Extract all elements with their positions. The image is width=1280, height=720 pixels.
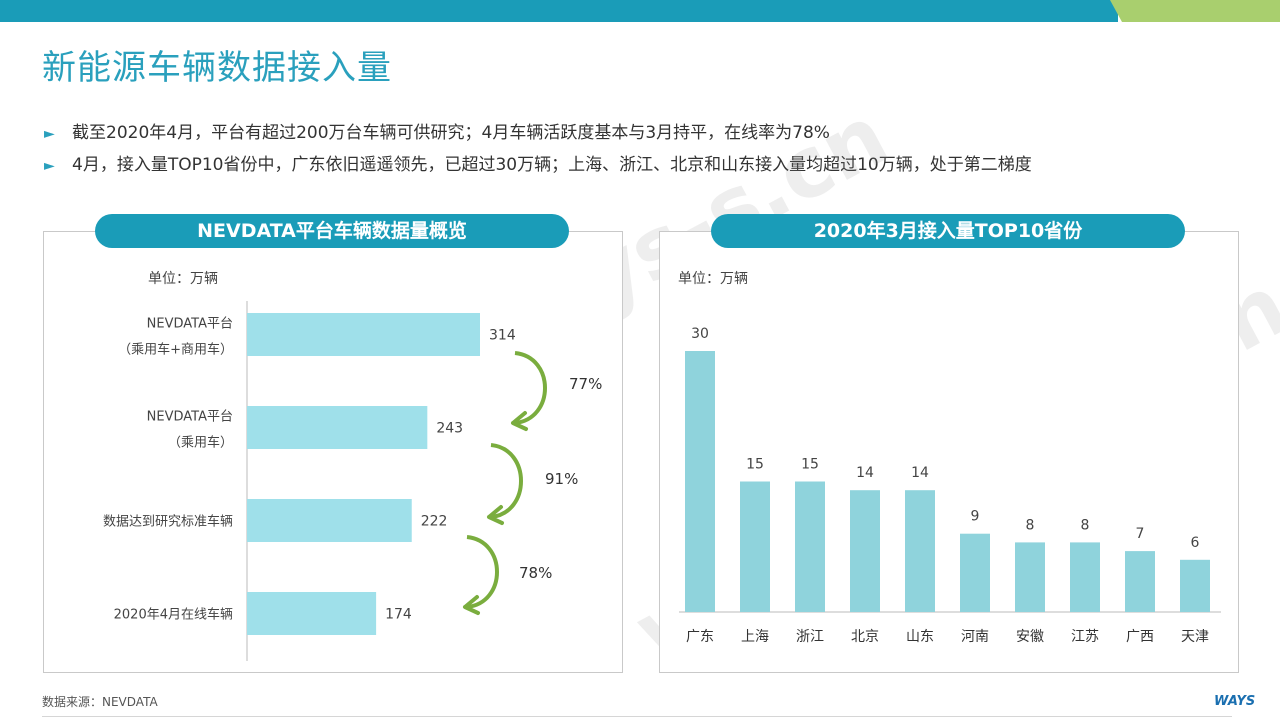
category-label-2: 浙江 (796, 629, 824, 645)
bar-value-label-5: 9 (971, 509, 980, 525)
category-label-4: 山东 (906, 629, 934, 645)
bar-3 (850, 490, 880, 612)
bar-9 (1180, 559, 1210, 612)
category-label-1-1: （乘用车） (168, 435, 233, 451)
category-label-5: 河南 (961, 629, 989, 645)
bar-0 (685, 351, 715, 612)
bar-1 (740, 481, 770, 612)
category-label-9: 天津 (1181, 629, 1209, 645)
ratio-label-2: 78% (519, 564, 552, 582)
ratio-arrow-1 (490, 443, 523, 519)
category-label-3-0: 2020年4月在线车辆 (114, 607, 233, 623)
category-label-1: 上海 (741, 629, 769, 645)
bar-0 (247, 313, 480, 356)
left-chart-title: NEVDATA平台车辆数据量概览 (95, 214, 569, 248)
bar-value-label-1: 15 (746, 457, 764, 473)
right-unit-label: 单位：万辆 (678, 271, 748, 287)
ratio-arrowhead-icon-1 (487, 505, 504, 525)
bar-value-label-3: 174 (385, 607, 412, 623)
bar-2 (247, 499, 412, 542)
bullet-1: ► 截至2020年4月，平台有超过200万台车辆可供研究；4月车辆活跃度基本与3月… (44, 118, 830, 143)
bar-value-label-7: 8 (1081, 517, 1090, 533)
category-label-3: 北京 (851, 629, 879, 645)
ratio-arrow-2 (466, 535, 499, 609)
bar-value-label-2: 15 (801, 457, 819, 473)
category-label-6: 安徽 (1016, 629, 1044, 645)
bar-value-label-9: 6 (1191, 535, 1200, 551)
bar-value-label-8: 7 (1136, 526, 1145, 542)
bullet-2-text: 4月，接入量TOP10省份中，广东依旧遥遥领先，已超过30万辆；上海、浙江、北京… (72, 155, 1032, 175)
ratio-label-0: 77% (569, 375, 602, 393)
ratio-arrowhead-icon-2 (463, 595, 480, 615)
bullet-arrow-icon: ► (44, 158, 55, 174)
bar-value-label-3: 14 (856, 465, 874, 481)
top-banner (0, 0, 1280, 22)
bullet-1-text: 截至2020年4月，平台有超过200万台车辆可供研究；4月车辆活跃度基本与3月持… (72, 123, 830, 143)
bar-8 (1125, 551, 1155, 612)
bar-value-label-0: 314 (489, 328, 516, 344)
bar-3 (247, 592, 377, 635)
category-label-0-0: NEVDATA平台 (147, 317, 233, 332)
data-source: 数据来源：NEVDATA (42, 695, 158, 709)
bar-7 (1070, 542, 1100, 612)
right-chart-title: 2020年3月接入量TOP10省份 (711, 214, 1185, 248)
bullet-arrow-icon: ► (44, 126, 55, 142)
category-label-1-0: NEVDATA平台 (147, 410, 233, 425)
category-label-0-1: （乘用车+商用车） (118, 342, 233, 358)
left-unit-label: 单位：万辆 (148, 271, 218, 287)
category-label-8: 广西 (1126, 629, 1154, 645)
bar-4 (905, 490, 935, 612)
ways-logo: WAYS (1214, 694, 1256, 709)
bar-value-label-2: 222 (421, 514, 448, 530)
category-label-2-0: 数据达到研究标准车辆 (103, 514, 233, 530)
ratio-arrow-0 (514, 351, 547, 425)
ratio-arrowhead-icon-0 (511, 411, 528, 431)
left-bar-chart: 314 NEVDATA平台 （乘用车+商用车） 243 NEVDATA平台 （乘用车） 22… (103, 301, 602, 661)
bar-1 (247, 406, 428, 449)
bar-2 (795, 481, 825, 612)
bar-value-label-1: 243 (436, 421, 463, 437)
bar-value-label-6: 8 (1026, 517, 1035, 533)
category-label-7: 江苏 (1071, 629, 1099, 645)
bar-5 (960, 533, 990, 612)
bullet-2: ► 4月，接入量TOP10省份中，广东依旧遥遥领先，已超过30万辆；上海、浙江、北… (44, 150, 1032, 175)
page-title: 新能源车辆数据接入量 (42, 48, 392, 88)
category-label-0: 广东 (686, 629, 714, 645)
bar-value-label-4: 14 (911, 465, 929, 481)
ratio-label-1: 91% (545, 470, 578, 488)
right-bar-chart: 30 广东 15 上海 15 浙江 14 北京 14 山东 9 河南 8 安徽 8 江苏 7 广西 6 天津 (679, 326, 1221, 645)
footer-divider (42, 716, 1232, 717)
bar-6 (1015, 542, 1045, 612)
bar-value-label-0: 30 (691, 326, 709, 342)
